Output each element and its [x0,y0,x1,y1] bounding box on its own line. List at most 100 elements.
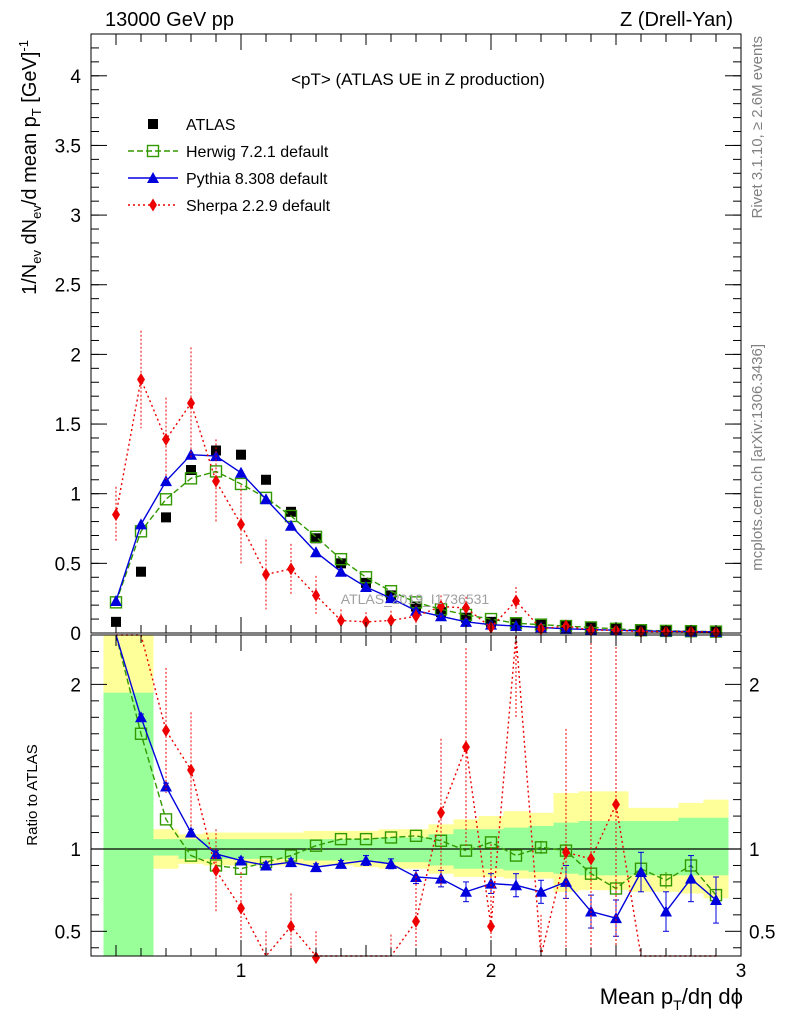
ratio-y-tick-label-right: 2 [749,675,760,696]
ratio-point-sherpa [612,798,620,812]
point-herwig [334,552,348,566]
point-atlas [311,533,321,544]
ratio-point-sherpa [187,763,195,777]
header-right: Z (Drell-Yan) [620,9,733,31]
legend-label-atlas: ATLAS [186,117,236,134]
point-pythia [135,518,147,530]
band-segment-inner [103,692,129,956]
legend-marker-herwig [146,144,160,158]
point-pythia [335,565,347,577]
legend-label-sherpa: Sherpa 2.2.9 default [186,198,331,215]
ratio-y-tick-label-right: 1 [749,840,760,861]
ratio-point-pythia [710,894,722,906]
ratio-point-pythia [660,905,672,917]
point-pythia [285,519,297,531]
point-atlas [186,465,196,476]
band-segment-inner [653,821,679,876]
ratio-point-pythia [610,912,622,924]
ratio-point-sherpa [462,740,470,754]
series-pythia [110,448,722,637]
point-atlas [236,449,246,460]
band-segment-inner [353,839,379,861]
ratio-point-pythia [510,879,522,891]
ratio-point-herwig [659,874,673,887]
legend-label-pythia: Pythia 8.308 default [186,171,328,188]
ratio-point-sherpa [212,863,220,877]
main-frame [90,33,742,634]
ratio-ylabel: Ratio to ATLAS [24,744,41,845]
legend-item-sherpa: Sherpa 2.2.9 default [128,198,331,215]
legend-item-pythia: Pythia 8.308 default [128,171,328,188]
legend-label-herwig: Herwig 7.2.1 default [186,144,329,161]
point-pythia [110,594,122,606]
point-sherpa [137,372,145,386]
point-herwig [309,530,323,544]
point-pythia [385,592,397,604]
ratio-point-herwig [334,832,348,846]
ratio-point-herwig [409,829,423,843]
band-segment-inner [153,839,179,856]
x-tick-label: 3 [736,961,747,982]
ratio-point-pythia [535,885,547,897]
ratio-series-sherpa [116,634,716,965]
ratio-point-pythia [310,861,322,873]
ratio-point-sherpa [237,901,245,915]
y-tick-label: 2 [70,345,81,366]
ratio-y-tick-label: 0.5 [55,922,81,943]
point-sherpa [312,588,320,602]
ratio-point-sherpa [487,919,495,933]
ratio-point-pythia [160,780,172,792]
ratio-point-pythia [335,857,347,869]
ratio-point-sherpa [287,919,295,933]
point-sherpa [437,600,445,614]
point-herwig [159,493,173,506]
header-left: 13000 GeV pp [105,9,234,31]
ratio-point-herwig [159,813,173,826]
ratio-frame [90,634,742,957]
point-sherpa [262,567,270,581]
point-sherpa [187,396,195,410]
ratio-point-herwig [359,832,373,846]
point-sherpa [162,432,170,446]
point-sherpa [237,517,245,531]
ratio-y-tick-label-right: 0.5 [749,922,775,943]
y-tick-label: 4 [70,67,81,88]
ratio-panel: 0.5 0.5 1 1 2 2 1 2 3 [55,634,775,982]
legend-item-atlas: ATLAS [148,117,236,134]
point-atlas [336,558,346,569]
point-pythia [260,493,272,505]
ratio-point-herwig [184,849,198,862]
ratio-point-pythia [385,857,397,869]
ratio-point-pythia [685,872,697,884]
ratio-point-pythia [635,866,647,878]
point-atlas [136,566,146,577]
ratio-point-herwig [534,841,548,854]
ratio-point-herwig [484,836,498,849]
x-tick-label: 1 [236,961,247,982]
band-segment-inner [703,817,729,876]
point-pythia [160,475,172,487]
ratio-point-sherpa [162,723,170,737]
ratio-point-pythia [460,885,472,897]
legend-item-herwig: Herwig 7.2.1 default [128,144,329,161]
ratio-point-herwig [509,849,523,862]
point-sherpa [112,508,120,522]
point-sherpa [412,609,420,623]
y-tick-label: 2.5 [55,276,81,297]
ratio-point-pythia [235,854,247,866]
point-pythia [460,615,472,627]
ratio-y-tick-label: 2 [70,675,81,696]
point-pythia [185,448,197,460]
y-tick-label: 0.5 [55,554,81,575]
y-tick-label: 1.5 [55,415,81,436]
ratio-point-sherpa [562,845,570,859]
point-sherpa [287,562,295,576]
ratio-point-sherpa [437,806,445,820]
main-ylabel: 1/Nev dNev/d mean pT [GeV]-1 [16,40,44,295]
plot-title: <pT> (ATLAS UE in Z production) [291,70,545,89]
ratio-point-sherpa [412,914,420,928]
y-tick-label: 3.5 [55,136,81,157]
legend-marker-atlas [148,119,158,129]
ratio-point-pythia [485,877,497,889]
x-axis-label: Mean pT/dη dϕ [600,984,743,1013]
